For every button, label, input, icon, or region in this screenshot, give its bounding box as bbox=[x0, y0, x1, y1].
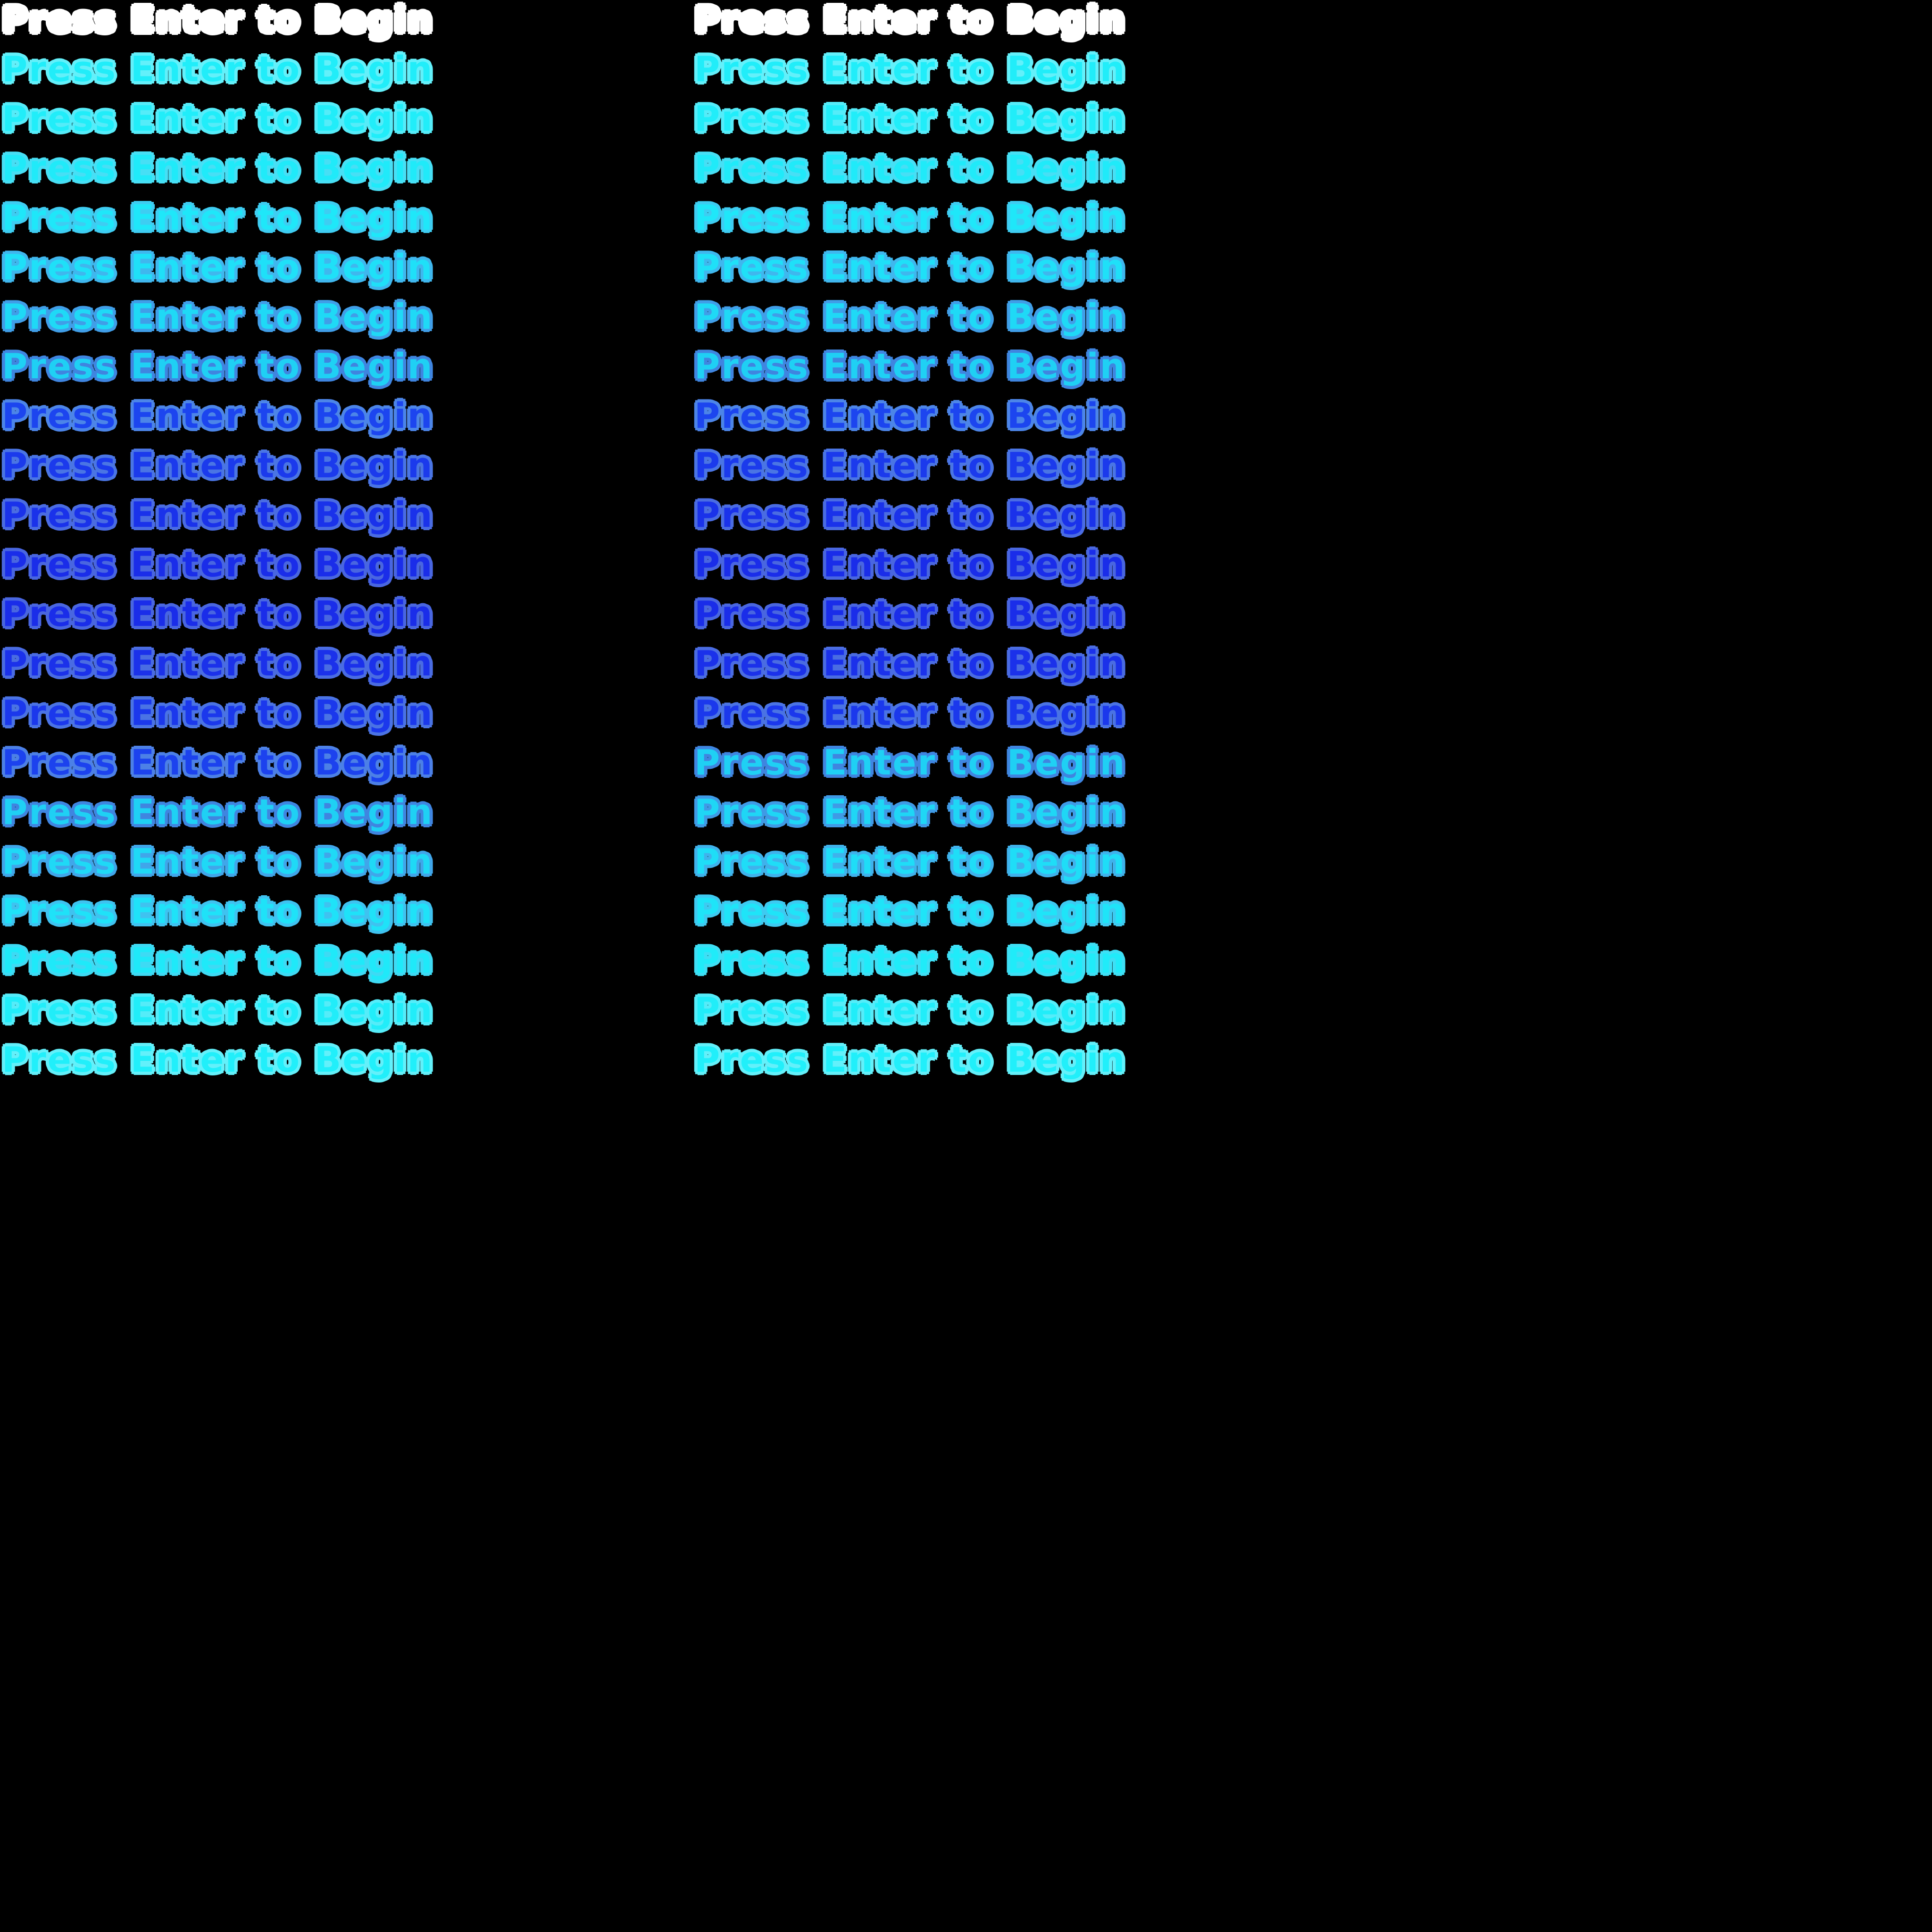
press-enter-text-col1-row7: Press Enter to Begin bbox=[2, 297, 434, 337]
press-enter-text-col2-row15: Press Enter to Begin bbox=[694, 693, 1126, 733]
press-enter-text-col2-row14: Press Enter to Begin bbox=[694, 643, 1126, 684]
press-enter-text-col2-row10: Press Enter to Begin bbox=[694, 445, 1126, 486]
press-enter-text-col1-row16: Press Enter to Begin bbox=[2, 742, 434, 783]
press-enter-text-col2-row12: Press Enter to Begin bbox=[694, 544, 1126, 585]
press-enter-text-col2-row21: Press Enter to Begin bbox=[694, 990, 1126, 1031]
press-enter-text-col1-row15: Press Enter to Begin bbox=[2, 693, 434, 733]
press-enter-text-col2-row19: Press Enter to Begin bbox=[694, 891, 1126, 932]
press-enter-text-col1-row6: Press Enter to Begin bbox=[2, 247, 434, 288]
press-enter-text-col1-row18: Press Enter to Begin bbox=[2, 841, 434, 882]
press-enter-text-col2-row7: Press Enter to Begin bbox=[694, 297, 1126, 337]
press-enter-text-col2-row5: Press Enter to Begin bbox=[694, 198, 1126, 238]
press-enter-text-col1-row5: Press Enter to Begin bbox=[2, 198, 434, 238]
press-enter-text-col1-row14: Press Enter to Begin bbox=[2, 643, 434, 684]
press-enter-text-col1-row22: Press Enter to Begin bbox=[2, 1040, 434, 1080]
press-enter-text-col1-row21: Press Enter to Begin bbox=[2, 990, 434, 1031]
press-enter-text-col2-row13: Press Enter to Begin bbox=[694, 594, 1126, 634]
press-enter-text-col1-row11: Press Enter to Begin bbox=[2, 495, 434, 535]
press-enter-text-col2-row2: Press Enter to Begin bbox=[694, 49, 1126, 90]
press-enter-text-col1-row2: Press Enter to Begin bbox=[2, 49, 434, 90]
press-enter-text-col1-row17: Press Enter to Begin bbox=[2, 792, 434, 833]
press-enter-text-col2-row17: Press Enter to Begin bbox=[694, 792, 1126, 833]
press-enter-text-col1-row8: Press Enter to Begin bbox=[2, 346, 434, 387]
press-enter-text-col2-row16: Press Enter to Begin bbox=[694, 742, 1126, 783]
press-enter-text-col1-row20: Press Enter to Begin bbox=[2, 941, 434, 981]
press-enter-text-col2-row1: Press Enter to Begin bbox=[694, 0, 1126, 40]
press-enter-text-col1-row13: Press Enter to Begin bbox=[2, 594, 434, 634]
press-enter-text-col2-row4: Press Enter to Begin bbox=[694, 148, 1126, 189]
press-enter-text-col2-row3: Press Enter to Begin bbox=[694, 99, 1126, 139]
press-enter-text-col2-row22: Press Enter to Begin bbox=[694, 1040, 1126, 1080]
press-enter-text-col1-row12: Press Enter to Begin bbox=[2, 544, 434, 585]
press-enter-text-col2-row9: Press Enter to Begin bbox=[694, 396, 1126, 436]
press-enter-text-col1-row4: Press Enter to Begin bbox=[2, 148, 434, 189]
press-enter-text-col1-row9: Press Enter to Begin bbox=[2, 396, 434, 436]
press-enter-text-col2-row6: Press Enter to Begin bbox=[694, 247, 1126, 288]
press-enter-text-col1-row10: Press Enter to Begin bbox=[2, 445, 434, 486]
press-enter-text-col2-row20: Press Enter to Begin bbox=[694, 941, 1126, 981]
press-enter-text-col1-row3: Press Enter to Begin bbox=[2, 99, 434, 139]
press-enter-text-col2-row18: Press Enter to Begin bbox=[694, 841, 1126, 882]
press-enter-text-col1-row1: Press Enter to Begin bbox=[2, 0, 434, 40]
press-enter-text-col2-row11: Press Enter to Begin bbox=[694, 495, 1126, 535]
press-enter-text-col2-row8: Press Enter to Begin bbox=[694, 346, 1126, 387]
press-enter-text-col1-row19: Press Enter to Begin bbox=[2, 891, 434, 932]
